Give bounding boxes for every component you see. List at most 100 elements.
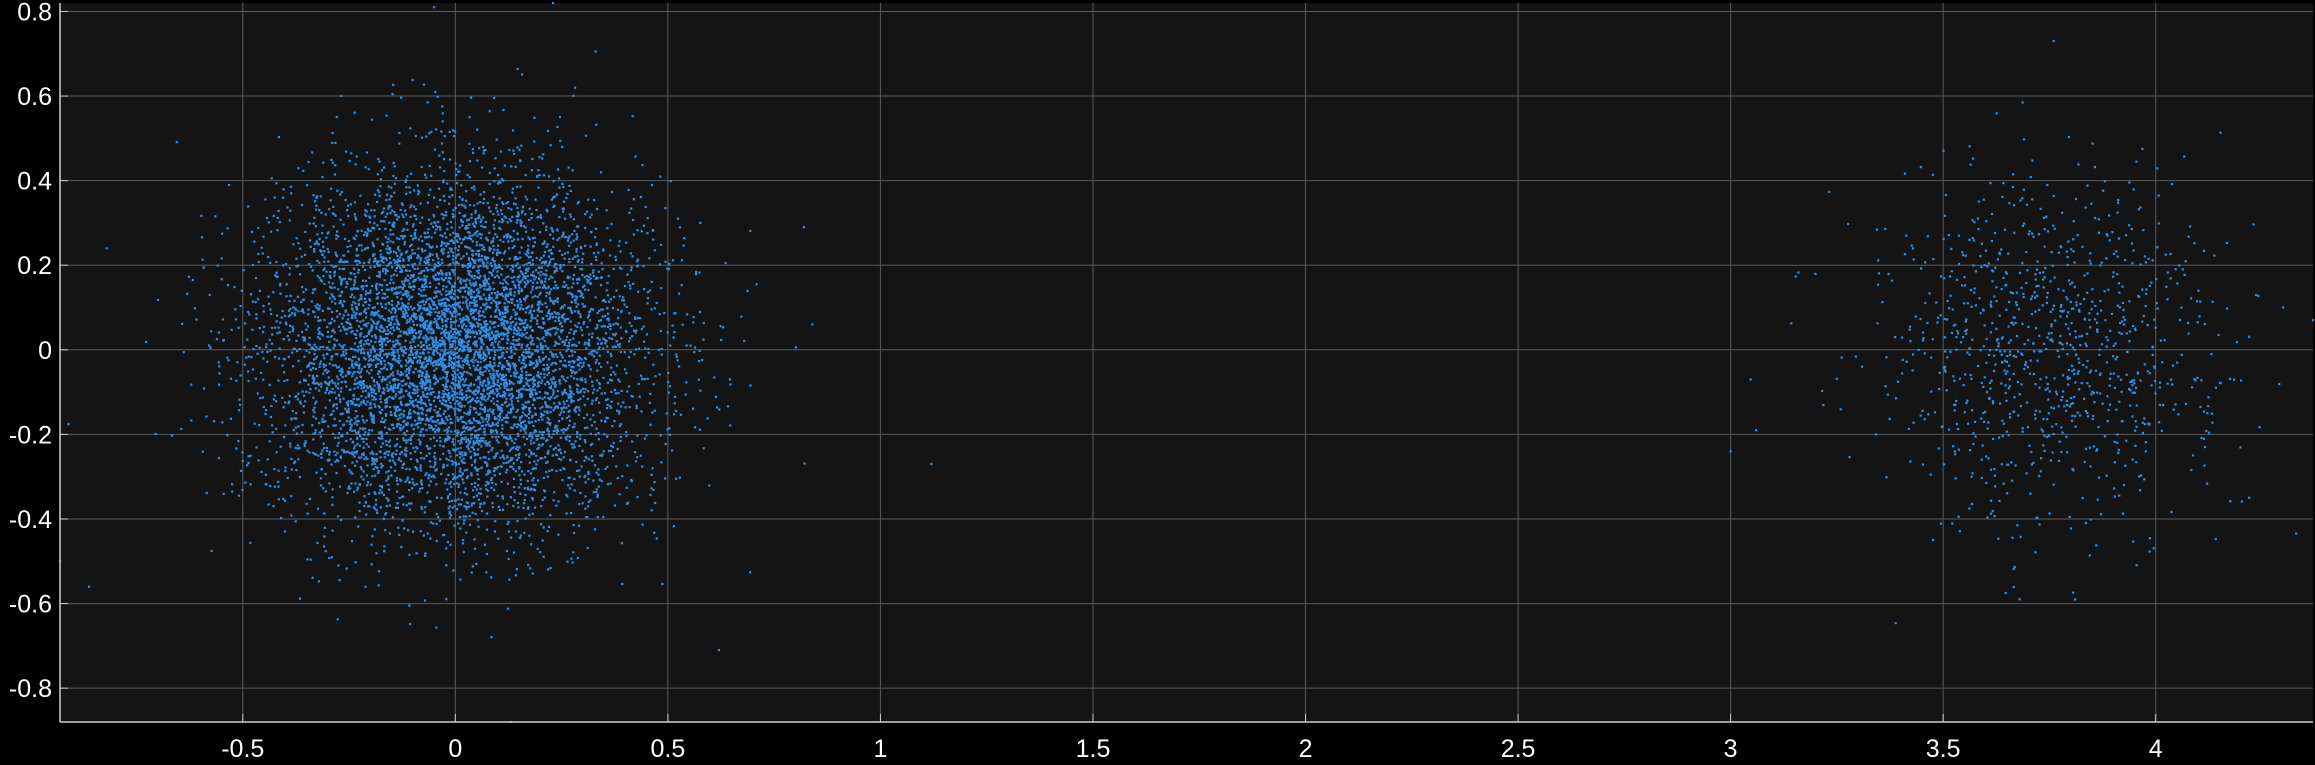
data-point — [548, 430, 550, 432]
data-point — [453, 376, 455, 378]
data-point — [568, 332, 570, 334]
data-point — [400, 380, 402, 382]
data-point — [370, 340, 372, 342]
data-point — [424, 174, 426, 176]
data-point — [540, 271, 542, 273]
data-point — [471, 187, 473, 189]
data-point — [430, 480, 432, 482]
data-point — [316, 375, 318, 377]
data-point — [612, 307, 614, 309]
data-point — [312, 377, 314, 379]
data-point — [531, 337, 533, 339]
data-point — [485, 456, 487, 458]
data-point — [518, 474, 520, 476]
data-point — [576, 378, 578, 380]
data-point — [371, 563, 373, 565]
data-point — [358, 269, 360, 271]
data-point — [569, 307, 571, 309]
data-point — [646, 232, 648, 234]
data-point — [342, 424, 344, 426]
data-point — [601, 393, 603, 395]
data-point — [391, 93, 393, 95]
data-point — [449, 517, 451, 519]
data-point — [493, 403, 495, 405]
data-point — [345, 375, 347, 377]
data-point — [444, 359, 446, 361]
data-point — [237, 440, 239, 442]
data-point — [315, 209, 317, 211]
data-point — [545, 278, 547, 280]
data-point — [397, 370, 399, 372]
data-point — [450, 431, 452, 433]
data-point — [377, 173, 379, 175]
data-point — [643, 225, 645, 227]
data-point — [398, 414, 400, 416]
data-point — [339, 194, 341, 196]
data-point — [510, 346, 512, 348]
data-point — [515, 531, 517, 533]
data-point — [452, 478, 454, 480]
data-point — [521, 320, 523, 322]
data-point — [440, 497, 442, 499]
data-point — [501, 395, 503, 397]
data-point — [427, 532, 429, 534]
data-point — [467, 328, 469, 330]
data-point — [328, 482, 330, 484]
data-point — [480, 437, 482, 439]
data-point — [390, 279, 392, 281]
data-point — [291, 312, 293, 314]
data-point — [382, 220, 384, 222]
data-point — [550, 227, 552, 229]
data-point — [369, 292, 371, 294]
data-point — [376, 224, 378, 226]
data-point — [286, 206, 288, 208]
data-point — [411, 478, 413, 480]
data-point — [430, 223, 432, 225]
data-point — [411, 296, 413, 298]
data-point — [460, 503, 462, 505]
data-point — [340, 387, 342, 389]
data-point — [332, 424, 334, 426]
data-point — [579, 314, 581, 316]
data-point — [537, 296, 539, 298]
data-point — [547, 530, 549, 532]
data-point — [435, 341, 437, 343]
data-point — [424, 283, 426, 285]
data-point — [491, 265, 493, 267]
data-point — [465, 515, 467, 517]
data-point — [619, 440, 621, 442]
data-point — [438, 283, 440, 285]
data-point — [565, 284, 567, 286]
data-point — [450, 544, 452, 546]
data-point — [503, 327, 505, 329]
data-point — [469, 247, 471, 249]
data-point — [293, 429, 295, 431]
data-point — [559, 116, 561, 118]
data-point — [279, 348, 281, 350]
data-point — [428, 393, 430, 395]
data-point — [342, 224, 344, 226]
data-point — [572, 258, 574, 260]
data-point — [221, 257, 223, 259]
data-point — [555, 267, 557, 269]
data-point — [190, 384, 192, 386]
data-point — [615, 465, 617, 467]
data-point — [646, 333, 648, 335]
data-point — [409, 270, 411, 272]
data-point — [474, 212, 476, 214]
data-point — [422, 295, 424, 297]
data-point — [595, 362, 597, 364]
data-point — [562, 329, 564, 331]
data-point — [449, 282, 451, 284]
data-point — [403, 420, 405, 422]
data-point — [322, 346, 324, 348]
data-point — [354, 516, 356, 518]
data-point — [576, 233, 578, 235]
data-point — [433, 276, 435, 278]
data-point — [455, 168, 457, 170]
data-point — [410, 345, 412, 347]
data-point — [538, 267, 540, 269]
data-point — [581, 274, 583, 276]
data-point — [265, 346, 267, 348]
data-point — [532, 282, 534, 284]
